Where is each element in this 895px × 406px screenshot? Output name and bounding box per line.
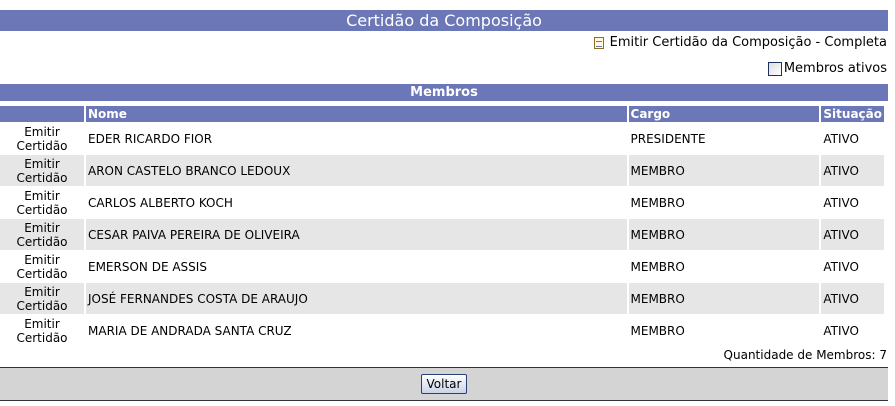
column-header-cargo: Cargo [628,106,820,122]
member-status: ATIVO [821,283,884,314]
table-row: Emitir Certidão JOSÉ FERNANDES COSTA DE AR… [0,283,884,314]
page-title: Certidão da Composição [0,10,888,31]
back-button[interactable]: Voltar [420,374,468,394]
member-count: Quantidade de Membros: 7 [723,348,887,362]
footer-bar: Voltar [0,367,888,401]
member-status: ATIVO [823,323,859,338]
table-row: Emitir Certidão CESAR PAIVA PEREIRA DE OLI… [0,219,884,250]
document-icon [593,37,604,49]
member-status: ATIVO [821,219,884,250]
column-header-nome: Nome [86,106,627,122]
member-role: MEMBRO [630,259,685,274]
member-role: MEMBRO [628,283,820,314]
emit-full-certificate-link[interactable]: Emitir Certidão da Composição - Completa [593,35,887,51]
table-row: Emitir Certidão MARIA DE ANDRADA SANTA CRU… [0,315,884,346]
member-name: CARLOS ALBERTO KOCH [88,195,233,210]
column-header-situacao: Situação [821,106,884,122]
emit-certificate-link[interactable]: Emitir Certidão [0,155,84,186]
section-title: Membros [0,84,888,101]
member-name: CESAR PAIVA PEREIRA DE OLIVEIRA [86,219,627,250]
members-table: Nome Cargo Situação Emitir Certidão EDER R… [0,105,886,347]
emit-certificate-link[interactable]: Emitir Certidão [16,316,68,345]
member-name: JOSÉ FERNANDES COSTA DE ARAUJO [86,283,627,314]
member-name: EMERSON DE ASSIS [88,259,207,274]
checkbox[interactable] [767,61,782,76]
table-row: Emitir Certidão CARLOS ALBERTO KOCH MEMBRO A… [0,187,884,218]
emit-link-label: Emitir Certidão da Composição - Completa [609,35,887,50]
member-role: MEMBRO [630,195,685,210]
emit-certificate-link[interactable]: Emitir Certidão [16,188,68,217]
member-status: ATIVO [821,155,884,186]
member-role: PRESIDENTE [630,131,706,146]
member-status: ATIVO [823,131,859,146]
member-name: ARON CASTELO BRANCO LEDOUX [86,155,627,186]
table-row: Emitir Certidão EDER RICARDO FIOR PRESIDENT… [0,123,884,154]
member-role: MEMBRO [628,219,820,250]
checkbox-label: Membros ativos [783,61,887,76]
emit-certificate-link[interactable]: Emitir Certidão [0,219,84,250]
member-role: MEMBRO [628,155,820,186]
member-status: ATIVO [823,259,859,274]
member-name: MARIA DE ANDRADA SANTA CRUZ [88,323,292,338]
member-name: EDER RICARDO FIOR [88,131,213,146]
table-row: Emitir Certidão EMERSON DE ASSIS MEMBRO ATIV… [0,251,884,282]
column-header-action [0,106,84,122]
member-status: ATIVO [823,195,859,210]
member-role: MEMBRO [630,323,685,338]
emit-certificate-link[interactable]: Emitir Certidão [16,124,68,153]
table-row: Emitir Certidão ARON CASTELO BRANCO LEDOUX… [0,155,884,186]
emit-certificate-link[interactable]: Emitir Certidão [16,252,68,281]
emit-certificate-link[interactable]: Emitir Certidão [0,283,84,314]
active-members-checkbox[interactable]: Membros ativos [767,61,887,76]
